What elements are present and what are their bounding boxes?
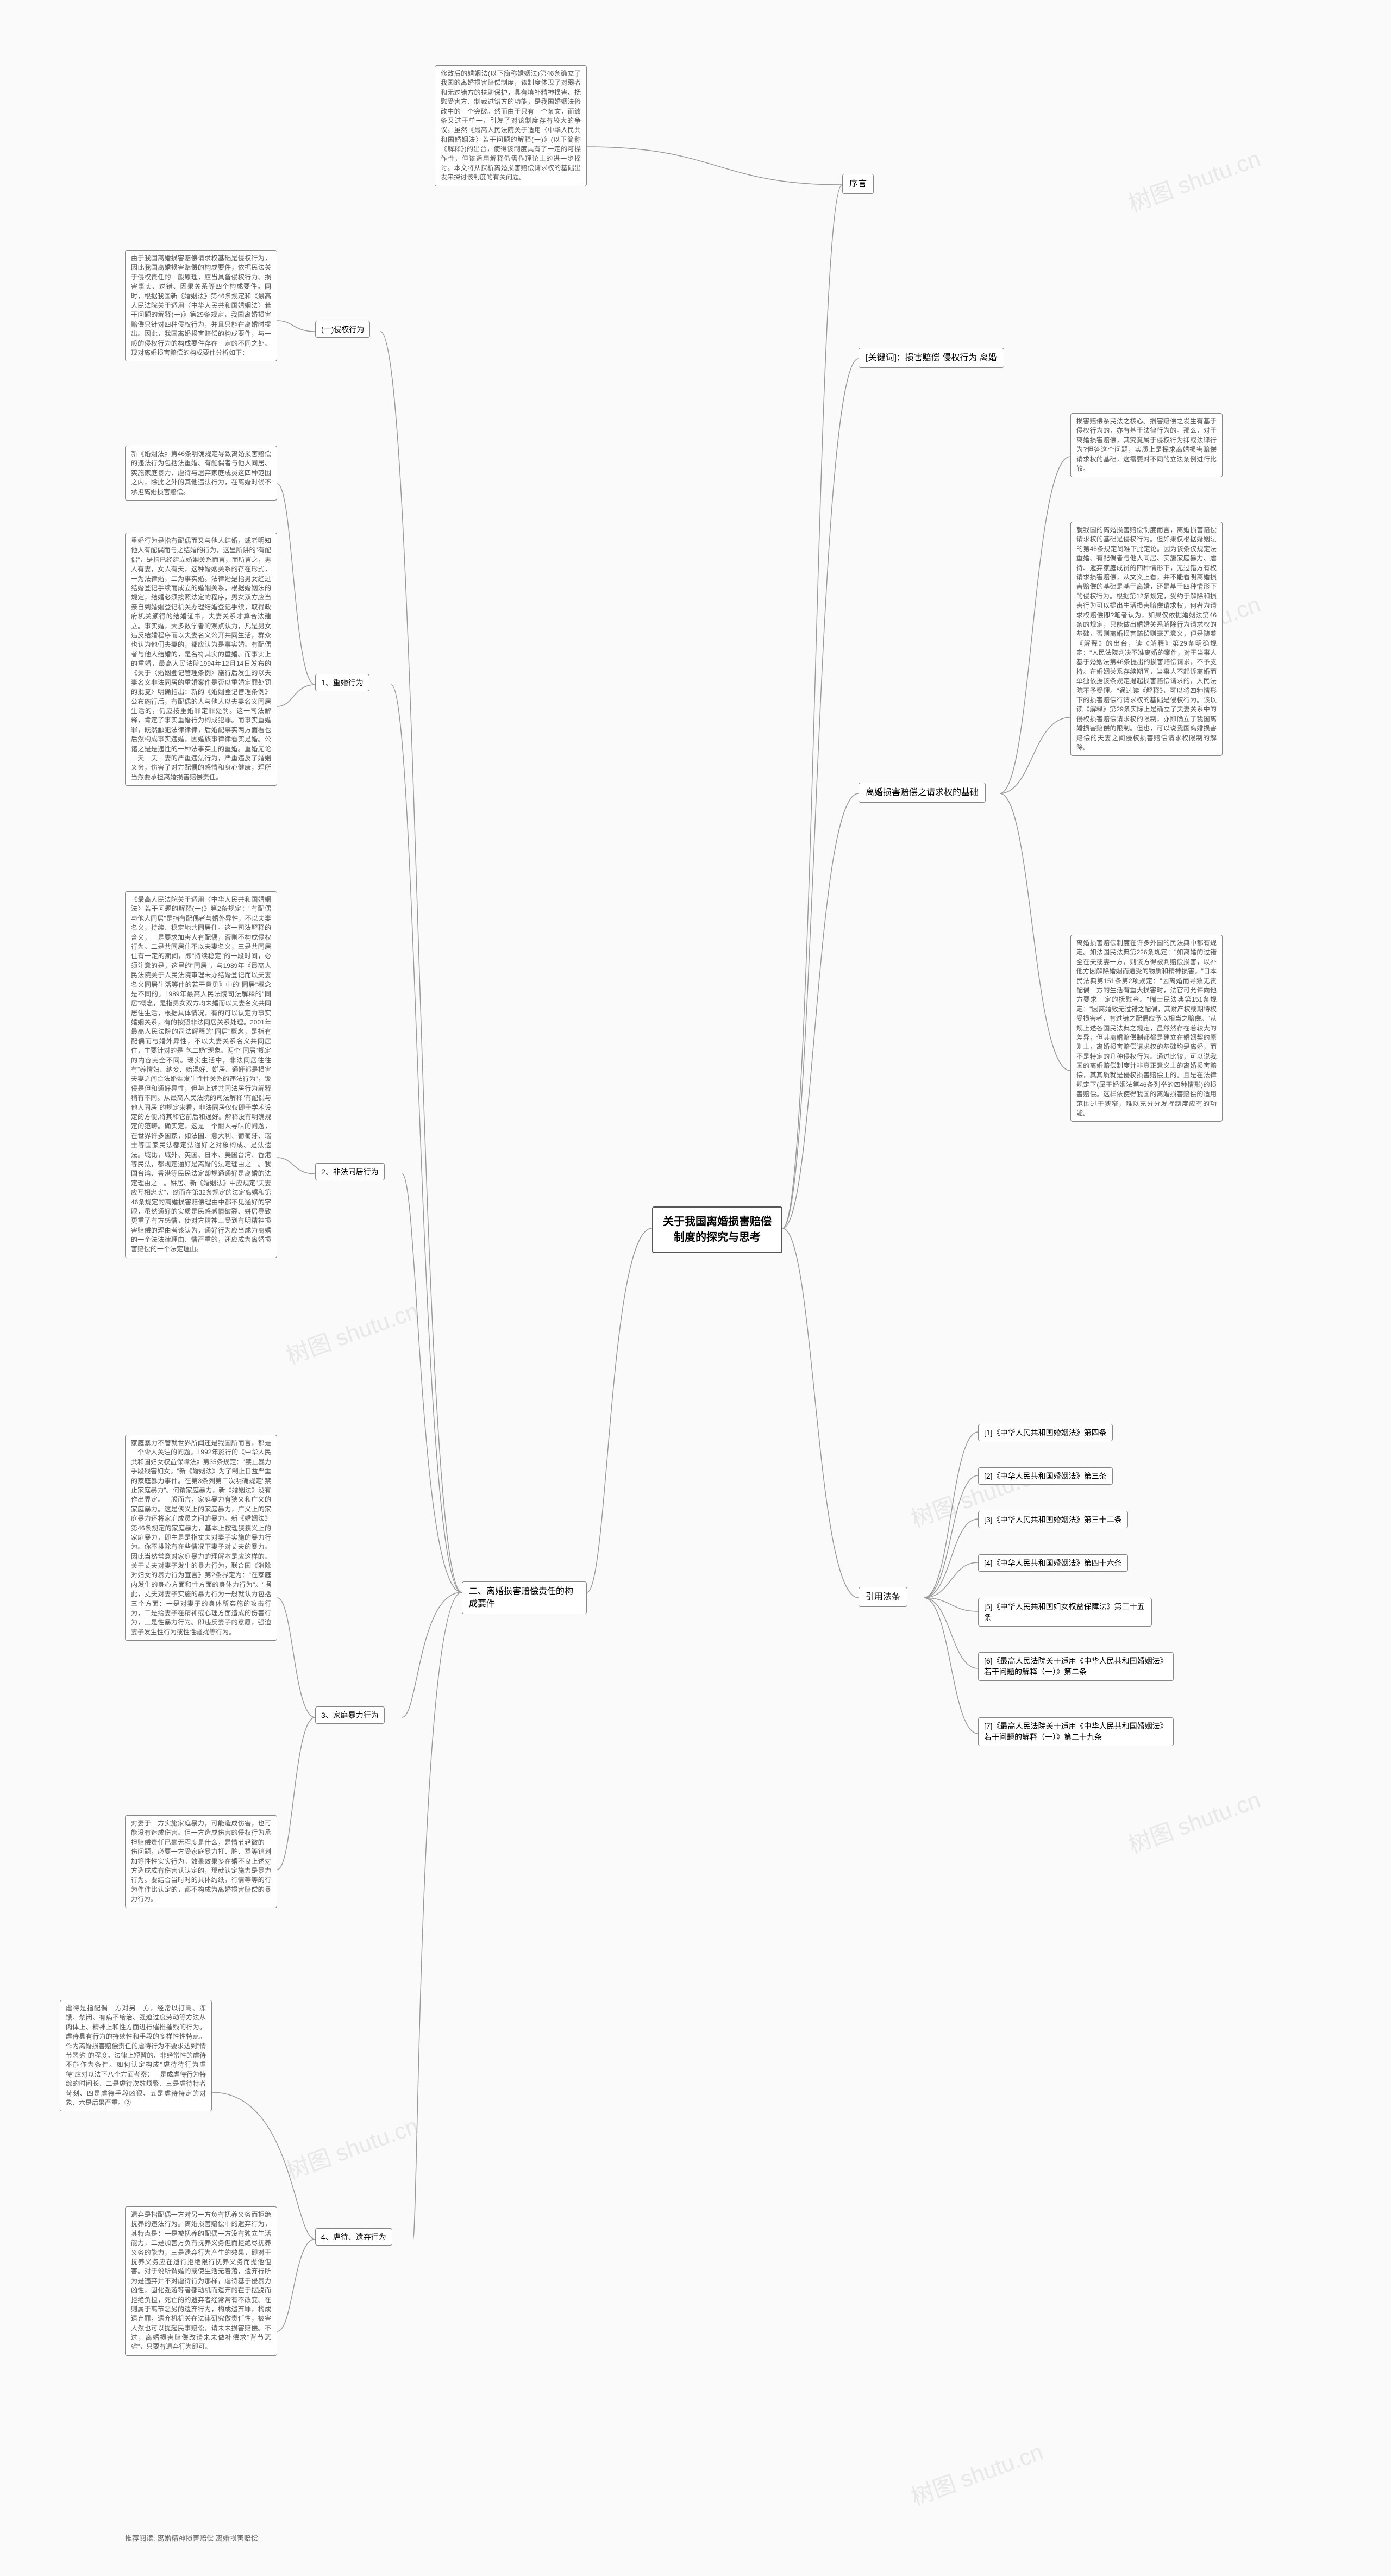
leaf-abuse-2: 遗弃是指配偶一方对另一方负有抚养义务而拒绝抚养的违法行为。离婚损害赔偿中的遗弃行… xyxy=(125,2206,277,2356)
branch-keywords[interactable]: [关键词]：损害赔偿 侵权行为 离婚 xyxy=(859,348,1004,368)
watermark: 树图 shutu.cn xyxy=(281,2108,422,2186)
citation-item: [2]《中华人民共和国婚姻法》第三条 xyxy=(978,1467,1113,1485)
mindmap-canvas: 树图 shutu.cn 树图 shutu.cn 树图 shutu.cn 树图 s… xyxy=(11,11,1380,2565)
leaf-bigamy-2: 重婚行为是指有配偶而又与他人结婚，或者明知他人有配偶而与之结婚的行为，这里所讲的… xyxy=(125,533,277,786)
citation-item: [7]《最高人民法院关于适用《中华人民共和国婚姻法》若干问题的解释（一）》第二十… xyxy=(978,1717,1174,1746)
sub-bigamy[interactable]: 1、重婚行为 xyxy=(315,674,369,691)
leaf-preface-text: 修改后的婚姻法(以下简称婚姻法)第46条确立了我国的离婚损害赔偿制度，该制度体现… xyxy=(435,65,587,186)
sub-abuse[interactable]: 4、虐待、遗弃行为 xyxy=(315,2228,392,2246)
footer-recommend: 推荐阅读: 离婚精神损害赔偿 离婚损害赔偿 xyxy=(125,2533,258,2543)
leaf-violence-2: 对妻于一方实施家庭暴力，可能造成伤害，也可能没有造成伤害。但一方造成伤害的侵权行… xyxy=(125,1815,277,1908)
center-node[interactable]: 关于我国离婚损害赔偿制度的探究与思考 xyxy=(652,1206,782,1253)
branch-basis[interactable]: 离婚损害赔偿之请求权的基础 xyxy=(859,783,986,803)
citation-item: [1]《中华人民共和国婚姻法》第四条 xyxy=(978,1424,1113,1441)
leaf-violence-1: 家庭暴力不管就世界所闻还是我国所而言，都是一个令人关注的问题。1992年施行的《… xyxy=(125,1435,277,1641)
leaf-bigamy-1: 新《婚姻法》第46条明确规定导致离婚损害赔偿的违法行为包括法重婚、有配偶者与他人… xyxy=(125,446,277,501)
connector-lines xyxy=(11,11,1391,2565)
leaf-basis-1: 损害赔偿系民法之核心。损害赔偿之发生有基于侵权行为的，亦有基于法律行为的。那么，… xyxy=(1070,413,1223,477)
citation-item: [4]《中华人民共和国婚姻法》第四十六条 xyxy=(978,1554,1128,1572)
sub-tort[interactable]: (一)侵权行为 xyxy=(315,321,370,338)
citation-item: [6]《最高人民法院关于适用《中华人民共和国婚姻法》若干问题的解释（一）》第二条 xyxy=(978,1652,1174,1681)
branch-components[interactable]: 二、离婚损害赔偿责任的构成要件 xyxy=(462,1581,587,1614)
branch-preface[interactable]: 序言 xyxy=(842,174,874,194)
citation-item: [5]《中华人民共和国妇女权益保障法》第三十五条 xyxy=(978,1598,1152,1627)
watermark: 树图 shutu.cn xyxy=(281,1292,422,1371)
leaf-basis-2: 就我国的离婚损害赔偿制度而言，离婚损害赔偿请求权的基础是侵权行为。但如果仅根据婚… xyxy=(1070,522,1223,756)
leaf-cohabit-1: 《最高人民法院关于适用〈中华人民共和国婚姻法〉若干问题的解释(一)》第2条规定：… xyxy=(125,891,277,1258)
branch-citations[interactable]: 引用法条 xyxy=(859,1587,907,1607)
citation-item: [3]《中华人民共和国婚姻法》第三十二条 xyxy=(978,1511,1128,1528)
watermark: 树图 shutu.cn xyxy=(1123,140,1264,218)
leaf-basis-3: 离婚损害赔偿制度在许多外国的民法典中都有规定。如法国民法典第226条规定："如离… xyxy=(1070,935,1223,1122)
watermark: 树图 shutu.cn xyxy=(906,2434,1047,2512)
sub-violence[interactable]: 3、家庭暴力行为 xyxy=(315,1706,385,1724)
watermark: 树图 shutu.cn xyxy=(1123,1781,1264,1860)
sub-cohabit[interactable]: 2、非法同居行为 xyxy=(315,1163,385,1180)
leaf-abuse-1: 虐待是指配偶一方对另一方，经常以打骂、冻饿、禁闭、有病不给治、强迫过度劳动等方法… xyxy=(60,2000,212,2111)
leaf-tort-text: 由于我国离婚损害赔偿请求权基础是侵权行为，因此我国离婚损害赔偿的构成要件，依据民… xyxy=(125,250,277,361)
